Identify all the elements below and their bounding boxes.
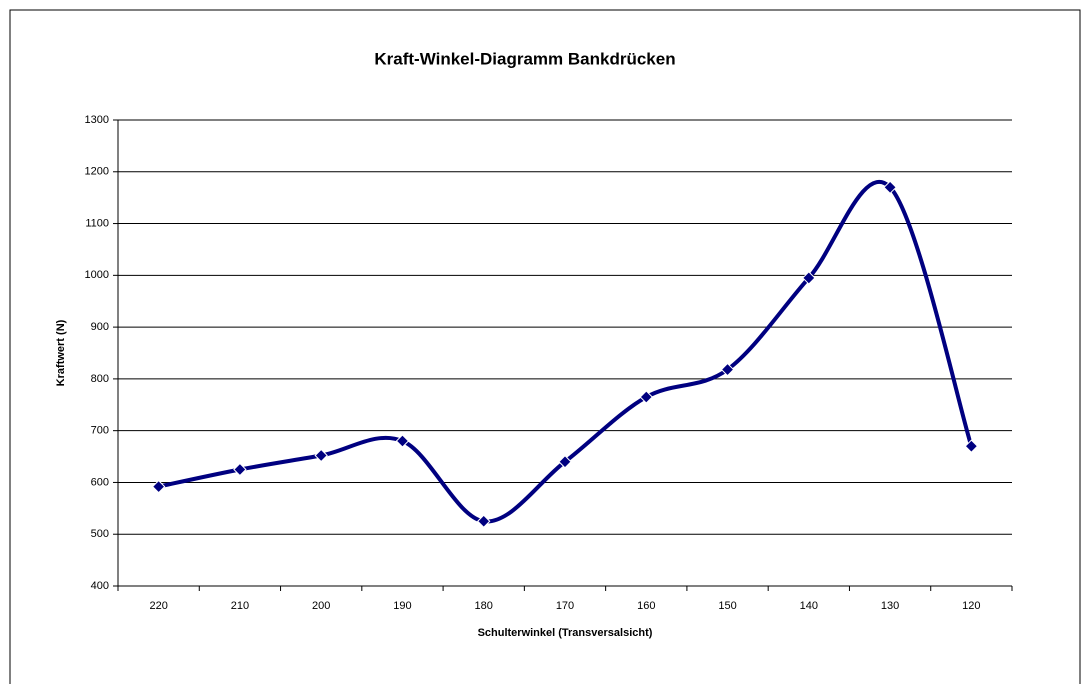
data-point (395, 434, 410, 448)
x-tick-label: 190 (393, 600, 411, 612)
chart-title: Kraft-Winkel-Diagramm Bankdrücken (374, 49, 675, 68)
x-tick-label: 120 (962, 600, 980, 612)
y-tick-label: 1300 (85, 114, 109, 126)
x-tick-label: 200 (312, 600, 330, 612)
y-tick-label: 1100 (85, 217, 109, 229)
y-tick-label: 500 (91, 528, 109, 540)
x-tick-label: 130 (881, 600, 899, 612)
data-line (158, 179, 974, 524)
x-tick-label: 150 (718, 600, 736, 612)
y-axis-label: Kraftwert (N) (55, 319, 67, 386)
x-tick-label: 140 (800, 600, 818, 612)
data-point (802, 271, 816, 285)
data-point (883, 180, 897, 195)
y-tick-label: 1000 (85, 269, 109, 281)
data-point (558, 455, 572, 469)
data-point (477, 514, 491, 528)
chart-border (9, 9, 1081, 684)
data-point (964, 439, 979, 453)
x-tick-label: 180 (475, 600, 493, 612)
x-tick-label: 220 (149, 600, 167, 612)
x-axis-label: Schulterwinkel (Transversalsicht) (478, 627, 653, 639)
x-tick-label: 160 (637, 600, 655, 612)
data-point (639, 390, 653, 404)
y-tick-label: 600 (91, 476, 109, 488)
data-point (720, 362, 735, 377)
x-tick-label: 210 (231, 600, 249, 612)
y-tick-label: 400 (91, 580, 109, 592)
data-point (314, 448, 328, 463)
data-point (151, 479, 166, 494)
x-tick-label: 170 (556, 600, 574, 612)
data-point (233, 462, 247, 477)
y-tick-label: 800 (91, 373, 109, 385)
y-tick-label: 1200 (85, 166, 109, 178)
y-tick-label: 700 (91, 425, 109, 437)
y-tick-label: 900 (91, 321, 109, 333)
